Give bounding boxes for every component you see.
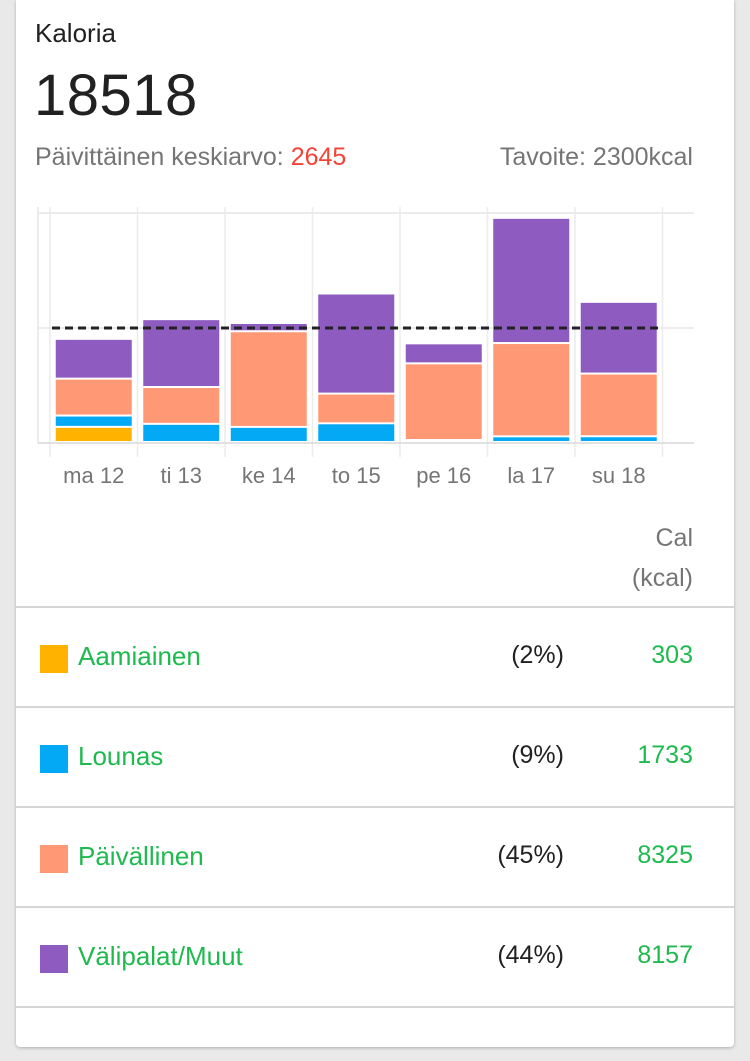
calories-card: Kaloria 18518 Päivittäinen keskiarvo: 26… <box>16 0 734 1047</box>
row-value: 1733 <box>637 741 693 769</box>
row-label: Päivällinen <box>78 841 204 871</box>
calories-chart[interactable]: ma 12 ti 13 ke 14 to 15 pe 16 la 17 su 18 <box>16 195 734 495</box>
column-header-unit: (kcal) <box>631 564 693 592</box>
x-tick-label: ti 13 <box>160 463 202 488</box>
bar-lounas <box>230 427 307 441</box>
row-percent: (9%) <box>511 741 564 769</box>
bar-v-lipalat-muut <box>55 339 132 378</box>
row-label: Lounas <box>78 741 164 771</box>
card-title: Kaloria <box>35 18 116 48</box>
table-row-lunch[interactable]: Lounas (9%) 1733 <box>16 706 734 806</box>
x-tick-label: ke 14 <box>242 463 296 488</box>
column-header: Cal (kcal) <box>573 518 693 598</box>
row-label: Aamiainen <box>78 641 201 671</box>
total-calories: 18518 <box>34 63 198 128</box>
bar-p-iv-llinen <box>580 374 657 436</box>
x-tick-label: pe 16 <box>416 463 471 488</box>
dinner-swatch <box>40 845 68 873</box>
bar-lounas <box>580 437 657 441</box>
row-value: 8325 <box>637 841 693 869</box>
row-percent: (44%) <box>497 941 564 969</box>
column-header-cal: Cal <box>655 524 693 552</box>
daily-average: Päivittäinen keskiarvo: 2645 <box>35 143 346 172</box>
breakfast-swatch <box>40 645 68 673</box>
bar-v-lipalat-muut <box>318 294 395 393</box>
bar-p-iv-llinen <box>318 394 395 423</box>
x-tick-label: la 17 <box>507 463 555 488</box>
bar-aamiainen <box>55 427 132 441</box>
bar-v-lipalat-muut <box>405 344 482 363</box>
row-value: 8157 <box>637 941 693 969</box>
bar-p-iv-llinen <box>55 379 132 415</box>
bar-lounas <box>318 424 395 441</box>
daily-average-label: Päivittäinen keskiarvo: <box>35 143 291 171</box>
x-tick-label: ma 12 <box>63 463 124 488</box>
bar-lounas <box>55 416 132 426</box>
table-row-dinner[interactable]: Päivällinen (45%) 8325 <box>16 806 734 906</box>
bar-v-lipalat-muut <box>493 218 570 343</box>
table-row-breakfast[interactable]: Aamiainen (2%) 303 <box>16 606 734 706</box>
row-label: Välipalat/Muut <box>78 941 243 971</box>
lunch-swatch <box>40 745 68 773</box>
x-tick-label: to 15 <box>332 463 381 488</box>
bar-lounas <box>493 437 570 441</box>
bar-lounas <box>143 424 220 441</box>
bar-v-lipalat-muut <box>143 320 220 386</box>
bar-p-iv-llinen <box>230 332 307 426</box>
x-tick-label: su 18 <box>592 463 646 488</box>
bar-p-iv-llinen <box>405 364 482 439</box>
row-percent: (45%) <box>497 841 564 869</box>
snacks-swatch <box>40 945 68 973</box>
meal-breakdown-table: Aamiainen (2%) 303 Lounas (9%) 1733 Päiv… <box>16 606 734 1008</box>
bar-p-iv-llinen <box>493 344 570 436</box>
daily-average-value: 2645 <box>290 143 347 171</box>
bar-p-iv-llinen <box>143 388 220 423</box>
row-value: 303 <box>651 641 693 669</box>
bar-v-lipalat-muut <box>230 324 307 331</box>
table-row-snacks[interactable]: Välipalat/Muut (44%) 8157 <box>16 906 734 1008</box>
bar-v-lipalat-muut <box>580 302 657 373</box>
row-percent: (2%) <box>511 641 564 669</box>
goal-label: Tavoite: 2300kcal <box>499 143 693 171</box>
